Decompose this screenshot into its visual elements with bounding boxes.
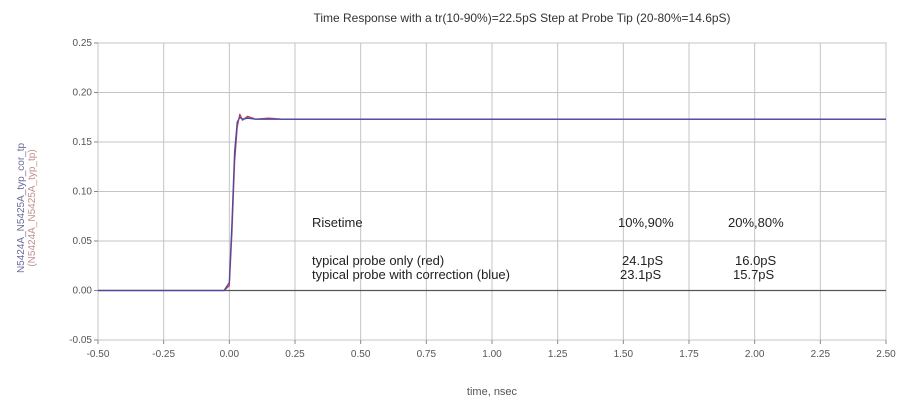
- risetime-annotation: Risetime 10%,90% 20%,80% typical probe o…: [312, 215, 784, 282]
- y-tick-label: 0.20: [73, 88, 93, 99]
- x-tick-label: 0.00: [220, 349, 240, 360]
- y-tick-label: 0.05: [73, 236, 93, 247]
- annotation-row-value: 23.1pS: [620, 267, 662, 282]
- annotation-row-value: 15.7pS: [733, 267, 775, 282]
- annotation-row-label: typical probe with correction (blue): [312, 267, 510, 282]
- series-line-1: [98, 116, 886, 292]
- x-tick-label: 2.00: [745, 349, 765, 360]
- annotation-col1-header: 10%,90%: [618, 215, 674, 230]
- y-axis-title-secondary: (N5424A_N5425A_typ_tp): [27, 149, 38, 266]
- y-tick-label: 0.15: [73, 137, 93, 148]
- x-tick-label: -0.25: [152, 349, 175, 360]
- x-tick-label: 0.25: [285, 349, 305, 360]
- x-tick-label: 1.00: [482, 349, 502, 360]
- x-tick-label: 1.50: [614, 349, 634, 360]
- y-axis-title-primary: N5424A_N5425A_typ_cor_tp: [16, 143, 27, 274]
- annotation-row-value: 24.1pS: [622, 253, 664, 268]
- y-tick-label: 0.25: [73, 38, 93, 49]
- series-lines: [98, 113, 886, 292]
- x-tick-labels: -0.50 -0.25 0.00 0.25 0.50 0.75 1.00 1.25 1.50 1.…: [87, 340, 896, 360]
- x-tick-label: 0.50: [351, 349, 371, 360]
- x-tick-label: 0.75: [417, 349, 437, 360]
- x-tick-label: -0.50: [87, 349, 110, 360]
- y-tick-label: -0.05: [69, 335, 92, 346]
- y-tick-label: 0.00: [73, 286, 93, 297]
- x-axis-title: time, nsec: [467, 386, 518, 398]
- x-tick-label: 1.25: [548, 349, 568, 360]
- x-tick-label: 2.25: [811, 349, 831, 360]
- y-tick-labels: 0.25 0.20 0.15 0.10 0.05 0.00 -0.05: [69, 38, 98, 346]
- x-tick-label: 1.75: [679, 349, 699, 360]
- y-tick-label: 0.10: [73, 187, 93, 198]
- annotation-heading: Risetime: [312, 215, 363, 230]
- x-tick-label: 2.50: [876, 349, 896, 360]
- y-axis-title: N5424A_N5425A_typ_cor_tp (N5424A_N5425A_…: [16, 143, 38, 274]
- annotation-row-label: typical probe only (red): [312, 253, 444, 268]
- annotation-row-value: 16.0pS: [735, 253, 777, 268]
- chart-title: Time Response with a tr(10-90%)=22.5pS S…: [313, 11, 730, 25]
- annotation-col2-header: 20%,80%: [728, 215, 784, 230]
